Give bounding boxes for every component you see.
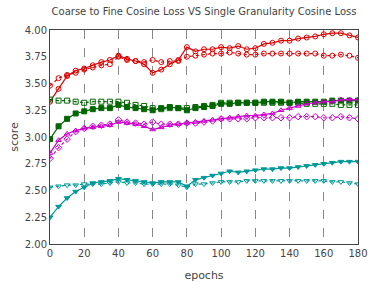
svg-text:20: 20	[78, 248, 91, 259]
svg-text:2.00: 2.00	[25, 239, 47, 250]
svg-text:140: 140	[280, 248, 299, 259]
svg-text:2.25: 2.25	[25, 212, 47, 223]
svg-text:80: 80	[181, 248, 194, 259]
svg-text:4.00: 4.00	[25, 25, 47, 36]
svg-text:0: 0	[47, 248, 53, 259]
svg-text:3.50: 3.50	[25, 78, 47, 89]
svg-text:2.75: 2.75	[25, 158, 47, 169]
svg-text:3.75: 3.75	[25, 51, 47, 62]
svg-text:100: 100	[212, 248, 231, 259]
svg-text:score: score	[8, 122, 21, 152]
svg-text:180: 180	[348, 248, 367, 259]
svg-text:Coarse to Fine Cosine Loss VS: Coarse to Fine Cosine Loss VS Single Gra…	[52, 6, 357, 17]
svg-text:160: 160	[314, 248, 333, 259]
svg-text:epochs: epochs	[184, 269, 223, 282]
svg-text:3.25: 3.25	[25, 105, 47, 116]
svg-text:2.50: 2.50	[25, 185, 47, 196]
svg-text:120: 120	[246, 248, 265, 259]
svg-text:3.00: 3.00	[25, 132, 47, 143]
svg-text:60: 60	[146, 248, 159, 259]
svg-text:40: 40	[112, 248, 125, 259]
